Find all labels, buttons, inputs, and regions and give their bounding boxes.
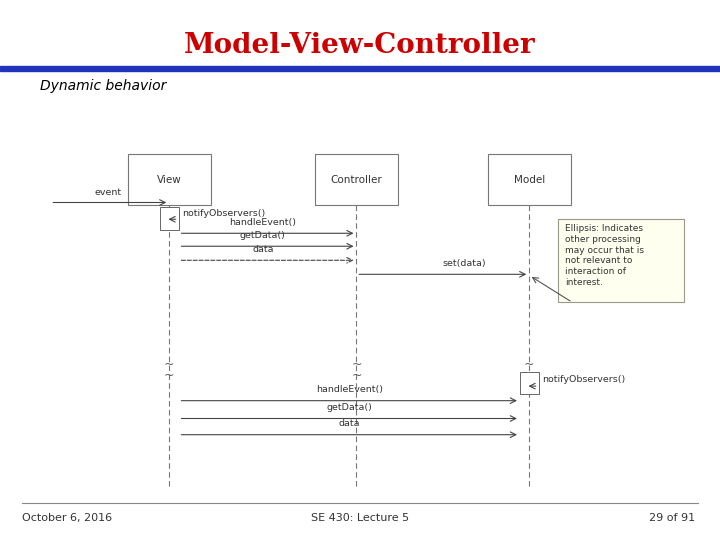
Bar — [160, 207, 179, 229]
Text: data: data — [252, 245, 274, 254]
Text: Model-View-Controller: Model-View-Controller — [184, 32, 536, 59]
Bar — [488, 154, 571, 205]
Text: 29 of 91: 29 of 91 — [649, 514, 695, 523]
Text: event: event — [94, 188, 122, 197]
Text: getData(): getData() — [326, 403, 372, 412]
Text: Ellipsis: Indicates
other processing
may occur that is
not relevant to
interacti: Ellipsis: Indicates other processing may… — [565, 224, 644, 287]
Text: handleEvent(): handleEvent() — [315, 385, 383, 394]
Text: data: data — [338, 419, 360, 428]
Text: getData(): getData() — [240, 231, 286, 240]
Text: notifyObservers(): notifyObservers() — [542, 375, 626, 384]
Text: handleEvent(): handleEvent() — [229, 218, 297, 227]
Text: Dynamic behavior: Dynamic behavior — [40, 79, 166, 93]
Text: ~
~: ~ ~ — [351, 358, 361, 382]
Text: Model: Model — [513, 174, 545, 185]
Text: ~
~: ~ ~ — [524, 358, 534, 382]
Text: set(data): set(data) — [443, 259, 486, 268]
Text: SE 430: Lecture 5: SE 430: Lecture 5 — [311, 514, 409, 523]
Text: notifyObservers(): notifyObservers() — [182, 208, 266, 218]
Bar — [128, 154, 210, 205]
Text: Controller: Controller — [330, 174, 382, 185]
Bar — [520, 372, 539, 394]
Text: October 6, 2016: October 6, 2016 — [22, 514, 112, 523]
Bar — [315, 154, 397, 205]
Bar — [558, 219, 684, 302]
Text: View: View — [157, 174, 181, 185]
Text: ~
~: ~ ~ — [164, 358, 174, 382]
Bar — [0, 66, 720, 71]
